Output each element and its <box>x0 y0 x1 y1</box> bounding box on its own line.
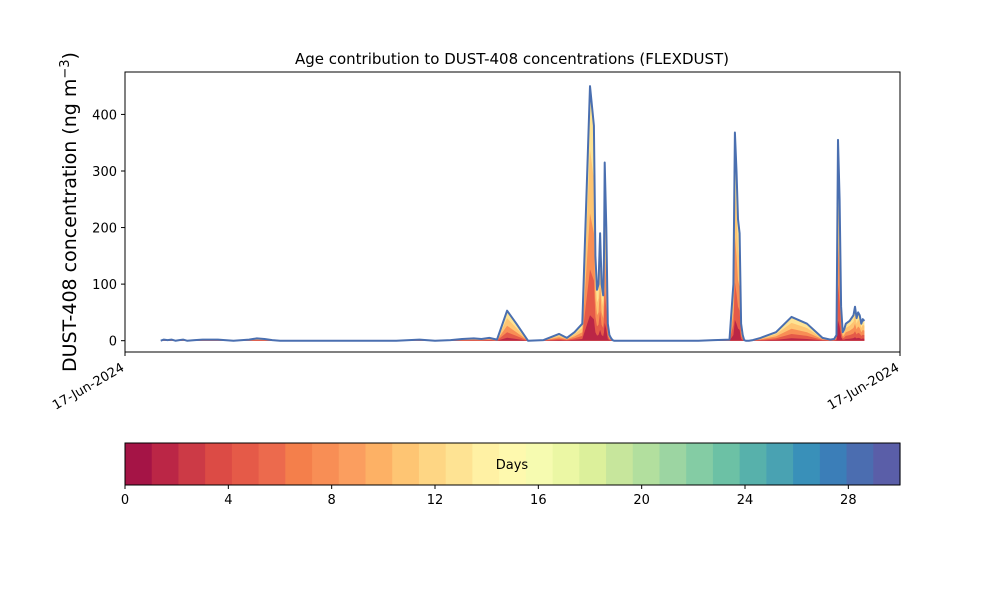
colorbar-segment <box>793 443 821 485</box>
total-series-line <box>160 85 866 342</box>
colorbar-segment <box>873 443 901 485</box>
age-layer-area <box>160 86 865 341</box>
y-tick-label: 300 <box>92 165 117 180</box>
colorbar-segment <box>338 443 367 485</box>
colorbar-segment <box>739 443 767 485</box>
colorbar-tick-label: 24 <box>737 493 754 508</box>
colorbar-segment <box>525 443 554 485</box>
colorbar-tick-label: 8 <box>328 493 336 508</box>
colorbar-segment <box>819 443 848 485</box>
y-tick-label: 100 <box>92 278 117 293</box>
colorbar-segment <box>445 443 474 485</box>
colorbar-ticks: 0 4 8 12 16 20 24 28 <box>121 485 857 508</box>
y-axis-label: DUST-408 concentration (ng m−3) <box>58 52 82 372</box>
chart-title: Age contribution to DUST-408 concentrati… <box>295 50 729 68</box>
y-tick-label: 400 <box>92 108 117 123</box>
colorbar-segment <box>312 443 340 485</box>
plot-frame <box>124 71 901 353</box>
colorbar-segment <box>686 443 714 485</box>
colorbar-segment <box>365 443 393 485</box>
colorbar-segment <box>125 443 153 485</box>
colorbar-segment <box>392 443 420 485</box>
colorbar-tick-label: 28 <box>840 493 857 508</box>
colorbar-segment <box>258 443 286 485</box>
y-axis-ticks: 0 100 200 300 400 <box>92 108 125 350</box>
colorbar-label: Days <box>496 458 529 473</box>
colorbar-tick-label: 16 <box>530 493 547 508</box>
stacked-area-layers <box>160 86 865 341</box>
colorbar-segment <box>632 443 661 485</box>
colorbar <box>125 443 901 485</box>
total-series-group <box>160 85 866 342</box>
colorbar-segment <box>499 443 527 485</box>
colorbar-segment <box>472 443 500 485</box>
colorbar-frame <box>124 442 901 486</box>
colorbar-segment <box>178 443 206 485</box>
colorbar-segment <box>766 443 794 485</box>
age-layer-area <box>160 149 865 341</box>
colorbar-segment <box>712 443 741 485</box>
x-tick-label: 17-Jun-2024 <box>825 360 902 413</box>
colorbar-segment <box>285 443 313 485</box>
y-tick-label: 200 <box>92 222 117 237</box>
x-axis-ticks: 17-Jun-2024 17-Jun-2024 <box>50 352 902 413</box>
colorbar-segment <box>846 443 874 485</box>
colorbar-segment <box>552 443 580 485</box>
colorbar-segment <box>579 443 607 485</box>
colorbar-tick-label: 20 <box>633 493 650 508</box>
y-tick-label: 0 <box>109 335 117 350</box>
colorbar-segment <box>231 443 260 485</box>
colorbar-segment <box>205 443 233 485</box>
colorbar-segment <box>606 443 634 485</box>
colorbar-segment <box>151 443 180 485</box>
colorbar-segment <box>418 443 447 485</box>
colorbar-segment <box>659 443 687 485</box>
colorbar-tick-label: 4 <box>224 493 232 508</box>
colorbar-tick-label: 0 <box>121 493 129 508</box>
colorbar-tick-label: 12 <box>427 493 444 508</box>
